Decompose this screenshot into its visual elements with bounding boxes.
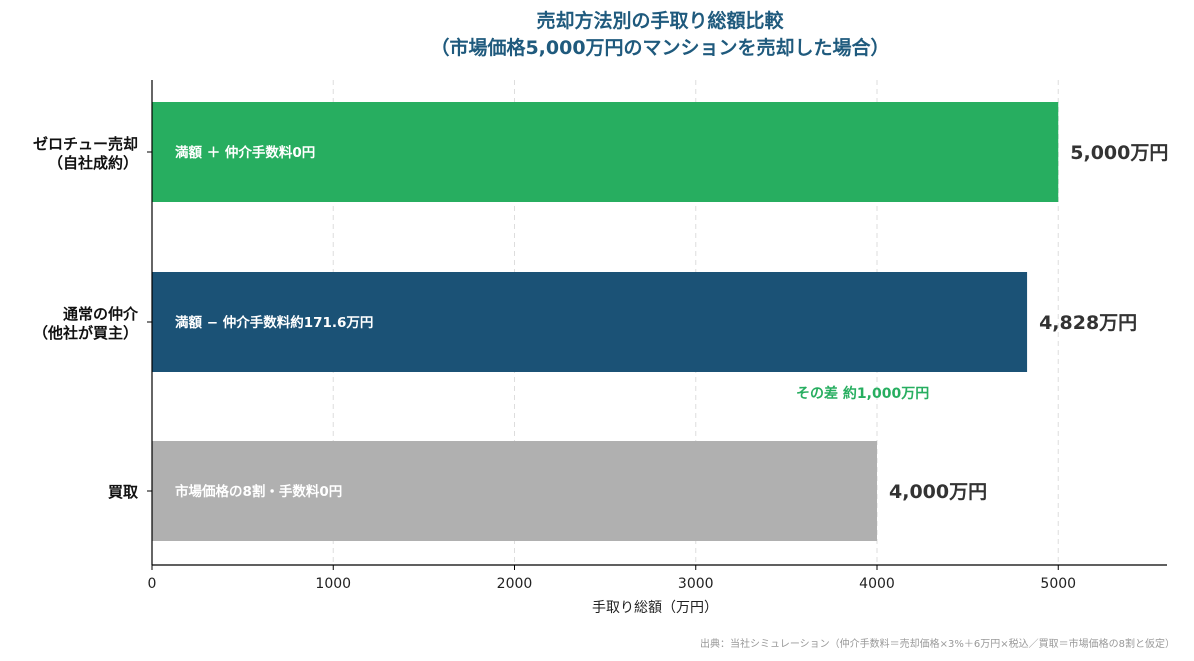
- x-tick-label: 0: [148, 576, 157, 592]
- value-label: 5,000万円: [1070, 142, 1168, 164]
- y-tick-label: 買取: [108, 483, 139, 501]
- bar-text: 満額 ＋ 仲介手数料0円: [175, 144, 315, 161]
- x-tick-label: 2000: [497, 576, 533, 592]
- bar-text: 満額 − 仲介手数料約171.6万円: [175, 314, 373, 331]
- chart-title: 売却方法別の手取り総額比較: [536, 9, 784, 32]
- y-tick-label: （自社成約）: [48, 154, 138, 172]
- value-label: 4,000万円: [889, 481, 987, 503]
- x-axis-label: 手取り総額（万円）: [592, 600, 718, 616]
- y-tick-label: ゼロチュー売却: [33, 135, 138, 153]
- x-tick-label: 1000: [315, 576, 351, 592]
- bar: [152, 272, 1028, 372]
- bar: [152, 102, 1059, 202]
- x-tick-label: 5000: [1040, 576, 1076, 592]
- x-tick-label: 4000: [859, 576, 895, 592]
- value-label: 4,828万円: [1039, 312, 1137, 334]
- axes: 0 1000 2000 3000 4000 5000 ゼロチュー売却（自社成約） 通常の仲介（…: [33, 80, 1167, 592]
- source-note: 出典：当社シミュレーション（仲介手数料＝売却価格×3%＋6万円×税込／買取＝市場…: [700, 637, 1175, 650]
- y-tick-label: （他社が買主）: [33, 324, 138, 342]
- x-tick-label: 3000: [678, 576, 714, 592]
- bar-text: 市場価格の8割・手数料0円: [175, 483, 342, 500]
- difference-annotation: その差 約1,000万円: [796, 385, 929, 402]
- chart-subtitle: （市場価格5,000万円のマンションを売却した場合）: [430, 36, 889, 59]
- bar: [152, 441, 877, 541]
- y-tick-label: 通常の仲介: [63, 305, 139, 323]
